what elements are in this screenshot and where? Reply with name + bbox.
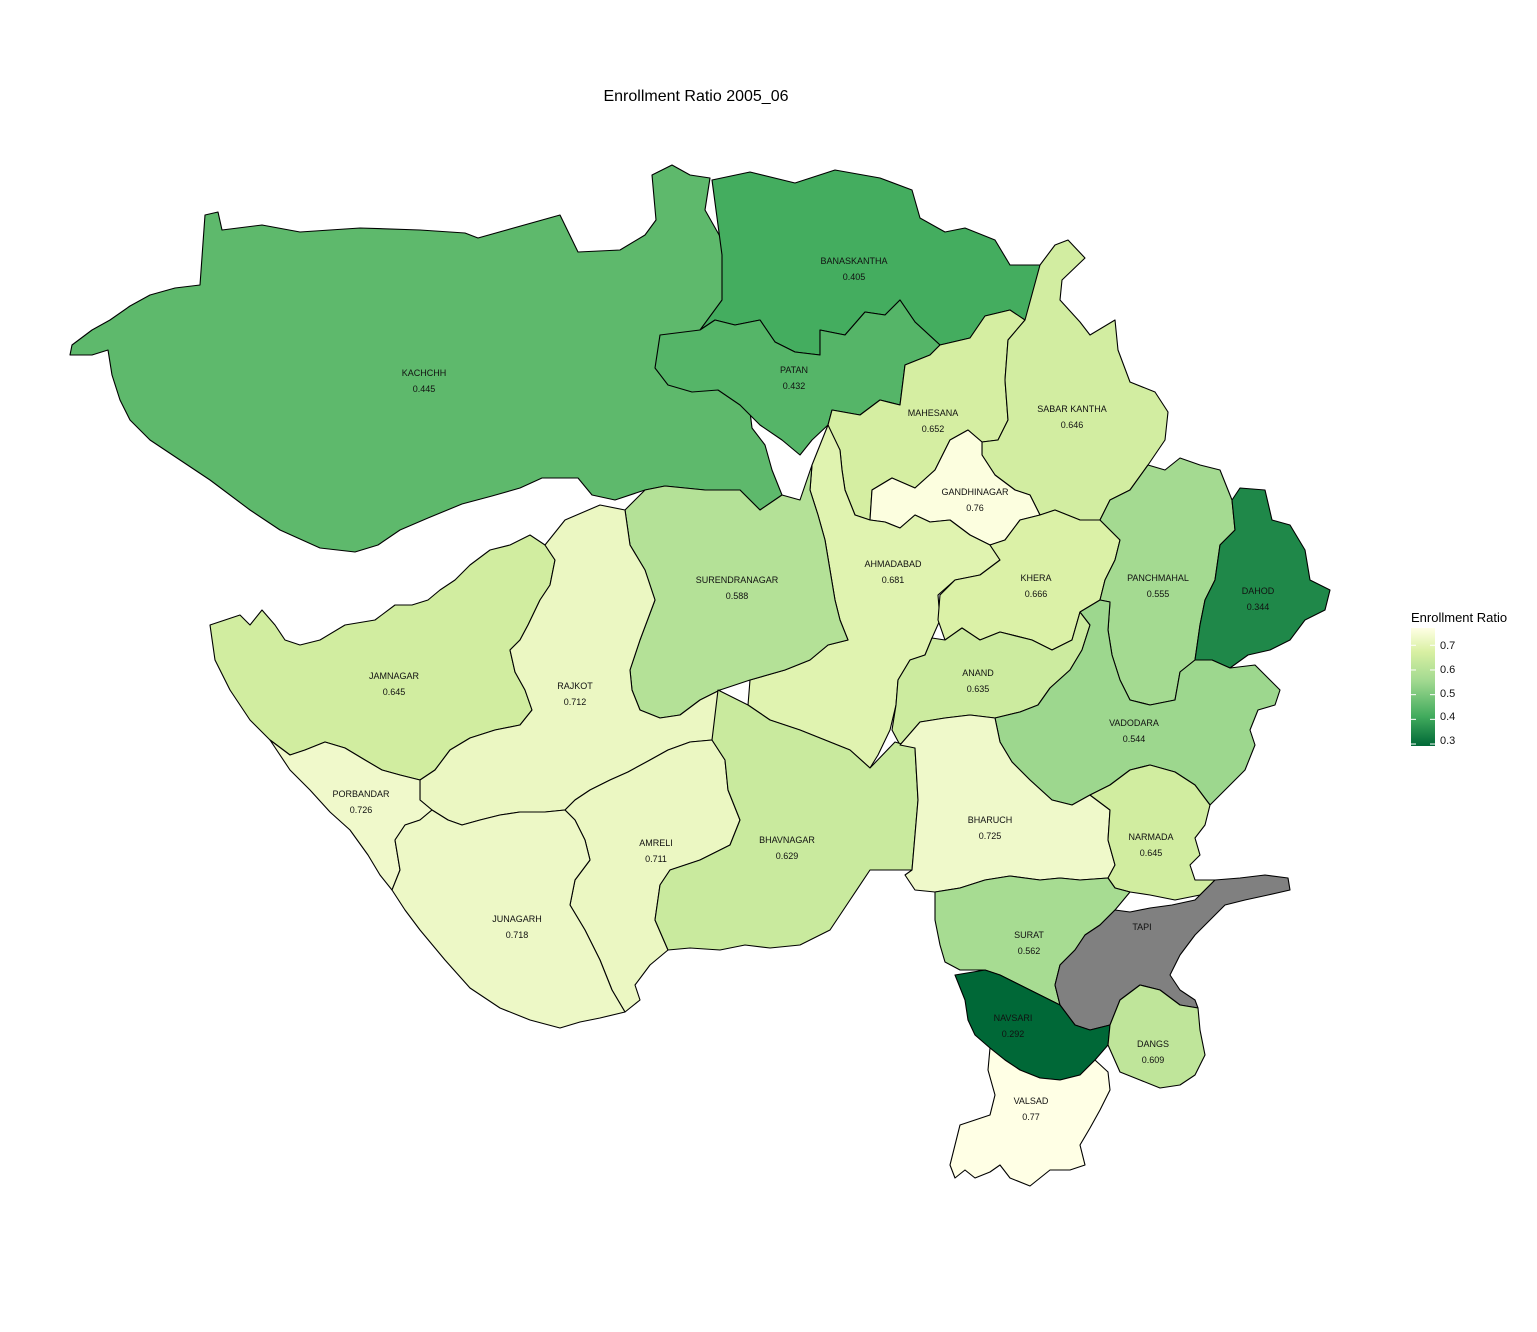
district-value-label: 0.645 (383, 687, 406, 697)
district-name-label: SURAT (1014, 930, 1044, 940)
district-value-label: 0.718 (506, 930, 529, 940)
district-name-label: KHERA (1020, 573, 1051, 583)
legend-colorbar (1411, 628, 1435, 746)
district-value-label: 0.588 (726, 591, 749, 601)
district-value-label: 0.652 (922, 424, 945, 434)
district-value-label: 0.681 (882, 575, 905, 585)
legend-tick-label: 0.5 (1440, 688, 1456, 700)
district-value-label: 0.646 (1061, 420, 1084, 430)
district-name-label: NAVSARI (994, 1013, 1033, 1023)
district-value-label: 0.725 (979, 831, 1002, 841)
district-name-label: ANAND (962, 668, 994, 678)
district-name-label: DAHOD (1242, 586, 1275, 596)
district-dangs (1107, 984, 1206, 1089)
district-dahod (1194, 487, 1331, 669)
district-value-label: 0.645 (1140, 848, 1163, 858)
district-name-label: VADODARA (1109, 718, 1159, 728)
legend-tick-label: 0.4 (1440, 711, 1456, 723)
district-name-label: SABAR KANTHA (1037, 404, 1107, 414)
district-value-label: 0.635 (967, 684, 990, 694)
district-value-label: 0.76 (966, 503, 984, 513)
district-value-label: 0.77 (1022, 1112, 1040, 1122)
district-name-label: JAMNAGAR (369, 671, 420, 681)
district-name-label: RAJKOT (557, 681, 593, 691)
district-value-label: 0.344 (1247, 602, 1270, 612)
district-name-label: KACHCHH (402, 368, 447, 378)
district-junagarh (391, 809, 626, 1029)
district-name-label: SURENDRANAGAR (696, 575, 779, 585)
district-value-label: 0.666 (1025, 589, 1048, 599)
district-value-label: 0.432 (783, 381, 806, 391)
district-value-label: 0.292 (1002, 1029, 1025, 1039)
district-name-label: AHMADABAD (864, 559, 922, 569)
district-value-label: 0.629 (776, 851, 799, 861)
legend-title: Enrollment Ratio (1411, 610, 1508, 625)
district-name-label: NARMADA (1128, 832, 1173, 842)
district-tapi (1054, 874, 1291, 1031)
legend-tick-label: 0.6 (1440, 664, 1456, 676)
district-name-label: JUNAGARH (492, 914, 542, 924)
district-value-label: 0.712 (564, 697, 587, 707)
district-name-label: PATAN (780, 365, 808, 375)
district-name-label: PANCHMAHAL (1127, 573, 1189, 583)
district-value-label: 0.562 (1018, 946, 1041, 956)
district-value-label: 0.555 (1147, 589, 1170, 599)
district-value-label: 0.405 (843, 272, 866, 282)
legend-tick-label: 0.7 (1440, 640, 1456, 652)
districts-layer (69, 164, 1331, 1187)
district-name-label: PORBANDAR (332, 789, 390, 799)
district-name-label: BHAVNAGAR (759, 835, 815, 845)
district-narmada (1089, 764, 1216, 901)
legend-tick-label: 0.3 (1440, 735, 1456, 747)
district-name-label: BHARUCH (968, 815, 1013, 825)
district-name-label: MAHESANA (908, 408, 959, 418)
district-value-label: 0.609 (1142, 1055, 1165, 1065)
district-value-label: 0.711 (645, 854, 667, 864)
district-value-label: 0.544 (1123, 734, 1146, 744)
district-name-label: VALSAD (1014, 1096, 1049, 1106)
district-name-label: DANGS (1137, 1039, 1169, 1049)
district-name-label: TAPI (1132, 922, 1151, 932)
district-name-label: GANDHINAGAR (941, 487, 1009, 497)
map-title: Enrollment Ratio 2005_06 (603, 88, 789, 105)
district-value-label: 0.726 (350, 805, 373, 815)
legend (1411, 628, 1435, 746)
district-bhavnagar (654, 689, 919, 951)
district-name-label: BANASKANTHA (820, 256, 887, 266)
district-value-label: 0.445 (413, 384, 436, 394)
labels-layer: KACHCHH 0.445 BANASKANTHA 0.405 PATAN 0.432 MA… (332, 256, 1274, 1122)
district-kachchh (69, 164, 783, 553)
district-valsad (949, 1047, 1111, 1187)
district-vadodara (994, 599, 1281, 806)
district-name-label: AMRELI (639, 838, 673, 848)
